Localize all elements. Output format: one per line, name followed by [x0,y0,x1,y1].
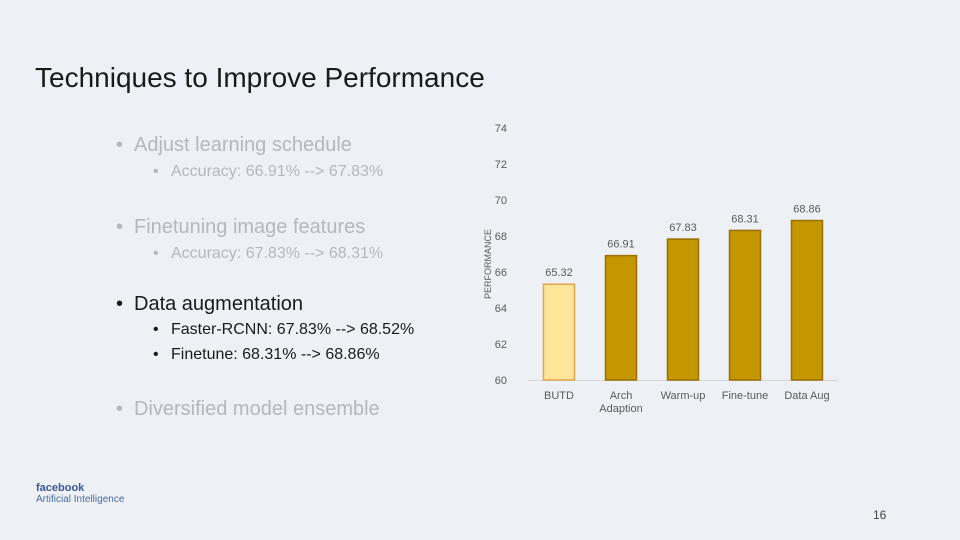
bullet-text: Data augmentation [134,293,304,315]
bullet-marker: • [116,398,124,420]
x-tick-label-line: BUTD [544,390,574,402]
x-tick-label: Fine-tune [722,390,768,402]
x-tick-label: Data Aug [784,390,829,402]
x-tick-label-line: Warm-up [661,390,706,402]
bullet-finetuning-image-features: • Finetuning image features [116,216,365,239]
bullet-faster-rcnn: • Faster-RCNN: 67.83% --> 68.52% [153,321,414,339]
y-tick-label: 70 [495,195,507,207]
bar-data-aug [790,219,824,381]
logo-subtitle: Artificial Intelligence [36,494,125,505]
y-tick-label: 64 [495,303,507,315]
bullet-data-augmentation: • Data augmentation [116,293,303,316]
bullet-text: Diversified model ensemble [134,398,380,420]
x-tick-label-line: Arch [610,390,633,402]
data-label: 68.31 [731,213,759,225]
bullet-text: Accuracy: 66.91% --> 67.83% [171,163,384,180]
bullet-text: Finetuning image features [134,216,366,238]
data-label: 68.86 [793,204,821,216]
y-tick-label: 72 [495,159,507,171]
bullet-adjust-learning-schedule: • Adjust learning schedule [116,134,352,157]
bullet-list: • Adjust learning schedule • Accuracy: 66.… [116,134,414,421]
x-tick-label-line: Fine-tune [722,390,768,402]
x-tick-label-line: Data Aug [784,390,829,402]
bullet-text: Accuracy: 67.83% --> 68.31% [171,245,384,262]
data-label: 66.91 [607,239,635,251]
bar-arch [604,254,638,381]
page-number: 16 [873,508,887,522]
bullet-marker: • [153,163,159,180]
slide-title: Techniques to Improve Performance [35,62,485,93]
logo-name: facebook [36,482,85,494]
bullet-marker: • [116,134,124,156]
x-tick-label: BUTD [544,390,574,402]
bullet-model-ensemble: • Diversified model ensemble [116,398,380,421]
bullet-marker: • [116,293,124,315]
bullet-schedule-accuracy: • Accuracy: 66.91% --> 67.83% [153,163,383,181]
y-tick-label: 60 [495,375,507,387]
bullet-text: Adjust learning schedule [134,134,352,156]
bar-fine-tune [728,229,762,381]
y-tick-label: 74 [495,123,507,135]
y-tick-label: 68 [495,231,507,243]
data-label: 67.83 [669,222,697,234]
bullet-text: Finetune: 68.31% --> 68.86% [171,346,380,363]
y-tick-label: 66 [495,267,507,279]
x-tick-label: Arch Adaption [599,390,642,415]
data-label: 65.32 [545,267,573,279]
bullet-marker: • [153,245,159,262]
bullet-marker: • [116,216,124,238]
performance-bar-chart: 60 62 64 66 68 70 72 74 PERFORMANCE 65.32 BUTD 66.9… [483,123,838,415]
x-tick-label-line: Adaption [599,403,642,415]
bullet-marker: • [153,346,159,363]
bullet-finetune: • Finetune: 68.31% --> 68.86% [153,346,380,364]
bullet-marker: • [153,321,159,338]
y-tick-label: 62 [495,339,507,351]
bullet-text: Faster-RCNN: 67.83% --> 68.52% [171,321,415,338]
bar-butd [542,283,576,381]
bar-warm-up [666,238,700,381]
bullet-features-accuracy: • Accuracy: 67.83% --> 68.31% [153,245,383,263]
y-axis-label: PERFORMANCE [483,229,493,299]
facebook-ai-logo: facebook Artificial Intelligence [36,482,124,506]
x-tick-label: Warm-up [661,390,706,402]
